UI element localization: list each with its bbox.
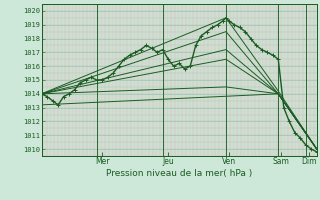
X-axis label: Pression niveau de la mer( hPa ): Pression niveau de la mer( hPa ) xyxy=(106,169,252,178)
